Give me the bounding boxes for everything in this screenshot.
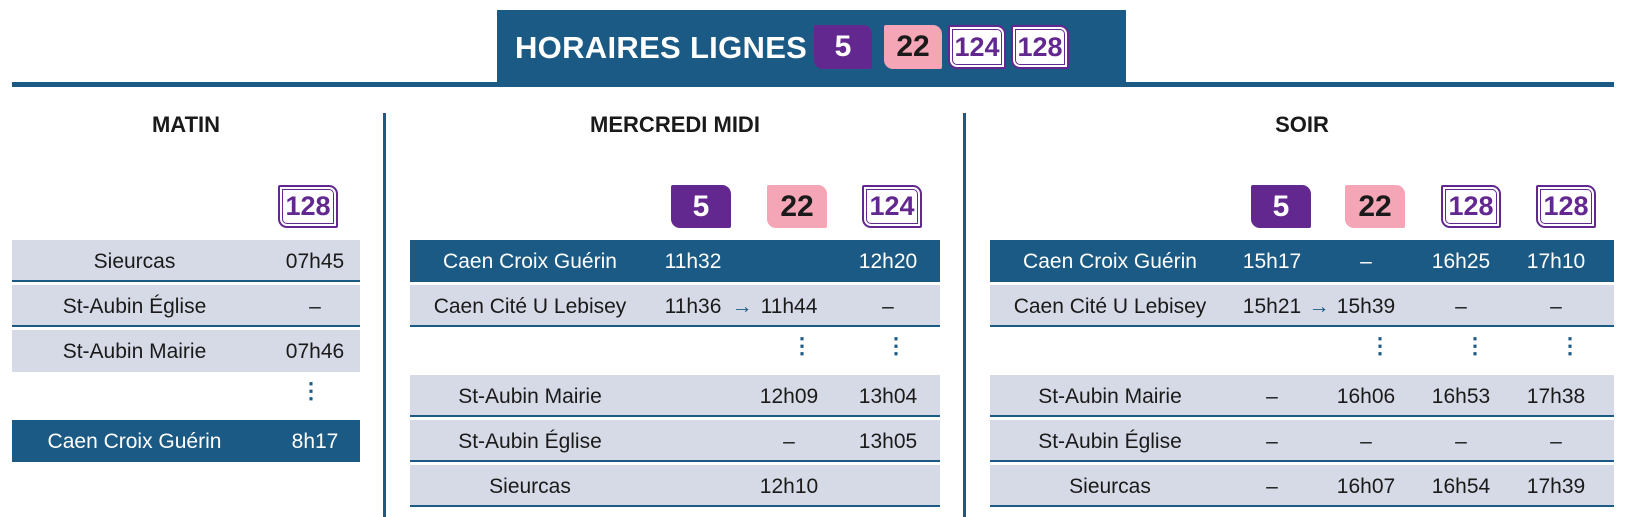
title-banner: HORAIRES LIGNES 5 22 124 128 <box>497 10 1126 86</box>
time-line-22: – <box>783 430 795 453</box>
stop-name: Sieurcas <box>1069 475 1151 498</box>
arrow-icon: → <box>731 295 753 318</box>
time-line-5 <box>655 465 731 507</box>
midi-dots-icon: ⋮ <box>885 333 907 358</box>
header-line-5-badge: 5 <box>814 25 872 69</box>
time-line-22: 11h44 <box>760 295 818 318</box>
time-line-128: – <box>1550 430 1562 453</box>
stop-name: St-Aubin Église <box>62 295 207 318</box>
header-line-124-badge: 124 <box>948 25 1006 69</box>
stop-name: Caen Croix Guérin <box>443 250 617 273</box>
time-line-128: 16h54 <box>1431 475 1491 498</box>
stop-name: St-Aubin Mairie <box>62 340 207 363</box>
stop-name: Sieurcas <box>489 475 571 498</box>
time-line-128: – <box>1455 295 1467 318</box>
time-line-5 <box>655 420 731 462</box>
midi-line-22-badge: 22 <box>767 185 827 228</box>
soir-row-sieurcas: Sieurcas – 16h07 16h54 17h39 <box>990 465 1614 507</box>
header-line-128-badge: 128 <box>1011 25 1069 69</box>
time-line-5: 11h36 <box>664 295 722 318</box>
matin-dots-icon: ⋮ <box>300 378 322 403</box>
soir-row-caen-croix-guerin: Caen Croix Guérin 15h17 – 16h25 17h10 <box>990 240 1614 282</box>
soir-line-22-badge: 22 <box>1345 185 1405 228</box>
soir-dots-icon: ⋮ <box>1559 333 1581 358</box>
time: 8h17 <box>291 430 339 453</box>
soir-line-128-badge: 128 <box>1536 185 1596 228</box>
time-line-22 <box>751 240 827 282</box>
time-line-124: – <box>882 295 894 318</box>
time-line-22: 16h06 <box>1336 385 1396 408</box>
matin-line-128-badge: 128 <box>278 185 338 228</box>
time-line-124 <box>850 465 926 507</box>
matin-row-sieurcas: Sieurcas 07h45 <box>12 240 360 282</box>
stop-name: St-Aubin Mairie <box>1038 385 1182 408</box>
midi-row-st-aubin-eglise: St-Aubin Église – 13h05 <box>410 420 940 462</box>
soir-line-128-badge: 128 <box>1441 185 1501 228</box>
stop-name: St-Aubin Mairie <box>458 385 602 408</box>
matin-title: MATIN <box>151 112 221 137</box>
midi-line-124-badge: 124 <box>862 185 922 228</box>
time-line-5: 11h32 <box>664 250 722 273</box>
time-line-124: 13h04 <box>858 385 918 408</box>
time-line-128: 16h25 <box>1431 250 1491 273</box>
midi-line-5-badge: 5 <box>671 185 731 228</box>
time-line-5: 15h17 <box>1242 250 1302 273</box>
time-line-5: 15h21 <box>1242 295 1302 318</box>
stop-name: Sieurcas <box>93 250 176 273</box>
soir-row-st-aubin-mairie: St-Aubin Mairie – 16h06 16h53 17h38 <box>990 375 1614 417</box>
time: 07h46 <box>285 340 345 363</box>
stop-name: Caen Cité U Lebisey <box>1013 295 1207 318</box>
time-line-5 <box>655 375 731 417</box>
page-title: HORAIRES LIGNES <box>515 30 808 65</box>
stop-name: St-Aubin Église <box>458 430 602 453</box>
time-line-22: 12h09 <box>759 385 819 408</box>
time-line-5: – <box>1266 385 1278 408</box>
midi-row-sieurcas: Sieurcas 12h10 <box>410 465 940 507</box>
time-line-22: – <box>1360 430 1372 453</box>
time-line-22: – <box>1360 250 1372 273</box>
time-line-5: – <box>1266 430 1278 453</box>
divider-2 <box>963 113 966 517</box>
time-line-128: 16h53 <box>1431 385 1491 408</box>
stop-name: Caen Croix Guérin <box>47 430 222 453</box>
divider-1 <box>383 113 386 517</box>
soir-dots-icon: ⋮ <box>1369 333 1391 358</box>
midi-title: MERCREDI MIDI <box>590 112 760 137</box>
midi-row-caen-croix-guerin: Caen Croix Guérin 11h32 12h20 <box>410 240 940 282</box>
soir-line-5-badge: 5 <box>1251 185 1311 228</box>
time-line-128: 17h39 <box>1526 475 1586 498</box>
stop-name: St-Aubin Église <box>1038 430 1182 453</box>
time-line-128: 17h38 <box>1526 385 1586 408</box>
matin-row-caen-croix-guerin: Caen Croix Guérin 8h17 <box>12 420 360 462</box>
time-line-128: 17h10 <box>1526 250 1586 273</box>
header-line-22-badge: 22 <box>884 25 942 69</box>
matin-row-st-aubin-mairie: St-Aubin Mairie 07h46 <box>12 330 360 372</box>
time: 07h45 <box>285 250 345 273</box>
soir-row-caen-cite-u-lebisey: Caen Cité U Lebisey 15h21 → 15h39 – – <box>990 285 1614 327</box>
time-line-22: 12h10 <box>759 475 819 498</box>
time-line-22: 15h39 <box>1336 295 1396 318</box>
soir-title: SOIR <box>1275 112 1329 137</box>
arrow-icon: → <box>1308 295 1330 318</box>
time-line-124: 13h05 <box>858 430 918 453</box>
time-line-124: 12h20 <box>858 250 918 273</box>
time-line-128: – <box>1550 295 1562 318</box>
stop-name: Caen Cité U Lebisey <box>433 295 627 318</box>
matin-row-st-aubin-eglise: St-Aubin Église – <box>12 285 360 327</box>
time: – <box>309 295 321 318</box>
header-rule <box>12 82 1614 87</box>
soir-dots-icon: ⋮ <box>1464 333 1486 358</box>
time-line-5: – <box>1266 475 1278 498</box>
time-line-128: – <box>1455 430 1467 453</box>
midi-row-caen-cite-u-lebisey: Caen Cité U Lebisey 11h36 → 11h44 – <box>410 285 940 327</box>
midi-row-st-aubin-mairie: St-Aubin Mairie 12h09 13h04 <box>410 375 940 417</box>
soir-row-st-aubin-eglise: St-Aubin Église – – – – <box>990 420 1614 462</box>
stop-name: Caen Croix Guérin <box>1023 250 1197 273</box>
midi-dots-icon: ⋮ <box>791 333 813 358</box>
time-line-22: 16h07 <box>1336 475 1396 498</box>
